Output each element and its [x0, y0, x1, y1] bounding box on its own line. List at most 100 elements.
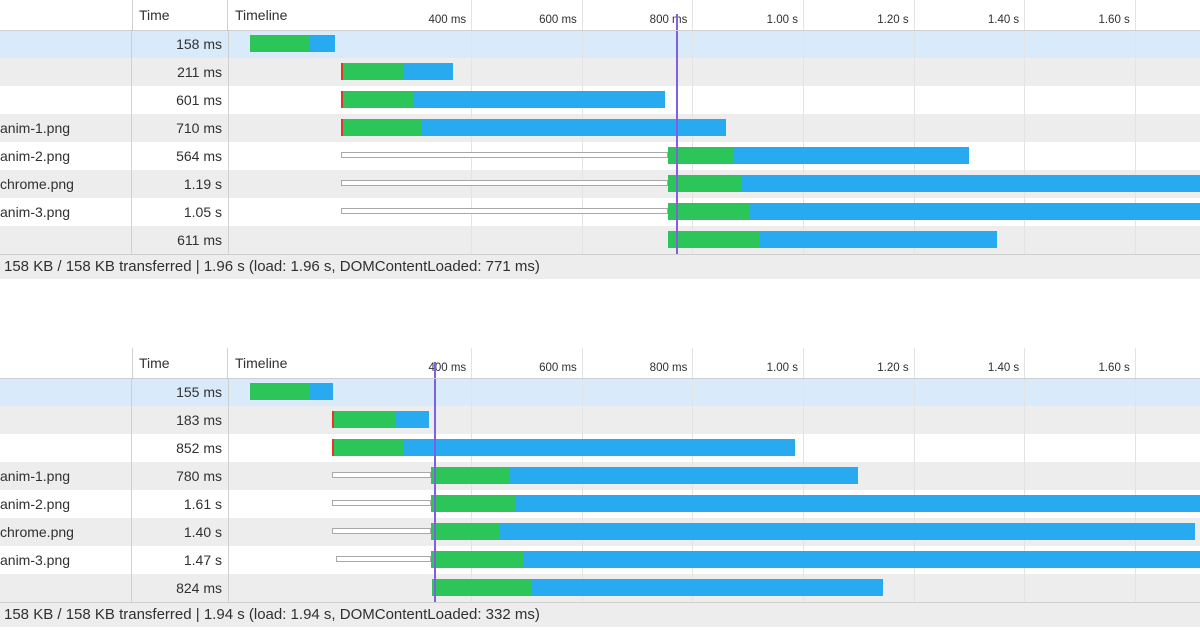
receiving-bar — [498, 523, 1196, 540]
timeline-tick-label: 400 ms — [428, 362, 467, 374]
connecting-bar — [341, 91, 414, 108]
request-time: 1.19 s — [133, 170, 229, 198]
dom-content-loaded-marker — [433, 348, 436, 602]
connecting-bar — [331, 439, 403, 456]
connecting-bar — [667, 231, 759, 248]
time-column-header[interactable]: Time — [132, 0, 228, 30]
header-grid-line — [692, 0, 694, 30]
timeline-tick-label: 400 ms — [428, 14, 467, 26]
request-name: anim-3.png — [0, 198, 132, 226]
time-column-header[interactable]: Time — [132, 348, 228, 378]
waiting-bar — [341, 208, 668, 214]
request-row[interactable]: 601 ms — [0, 86, 1200, 114]
request-time: 710 ms — [133, 114, 229, 142]
receiving-bar — [732, 147, 970, 164]
request-row[interactable]: anim-3.png 1.05 s — [0, 198, 1200, 226]
receiving-bar — [515, 495, 1200, 512]
request-row[interactable]: 852 ms — [0, 434, 1200, 462]
waiting-bar — [341, 152, 668, 158]
blocking-tip — [341, 63, 344, 80]
request-name — [0, 434, 132, 462]
request-name: anim-1.png — [0, 114, 132, 142]
request-time: 158 ms — [133, 30, 229, 58]
name-column-header[interactable] — [0, 0, 133, 30]
request-row[interactable]: 183 ms — [0, 406, 1200, 434]
blocking-tip — [341, 119, 344, 136]
waiting-bar — [331, 500, 432, 506]
request-name: chrome.png — [0, 170, 132, 198]
timeline-column-header[interactable]: Timeline — [235, 7, 288, 23]
timeline-tick-label: 800 ms — [649, 362, 688, 374]
connecting-bar — [667, 147, 733, 164]
timeline-tick-label: 1.00 s — [766, 362, 798, 374]
receiving-bar — [421, 119, 726, 136]
dom-content-loaded-marker — [676, 0, 679, 254]
timeline-tick-label: 600 ms — [539, 362, 577, 374]
request-name: anim-1.png — [0, 462, 132, 490]
receiving-bar — [750, 203, 1200, 220]
connecting-bar — [431, 551, 523, 568]
blocking-tip — [331, 411, 334, 428]
grid-line — [1134, 348, 1136, 602]
header-grid-line — [1134, 0, 1136, 30]
request-time: 824 ms — [133, 574, 229, 602]
request-row[interactable]: 611 ms — [0, 226, 1200, 254]
receiving-bar — [402, 439, 795, 456]
waiting-bar — [335, 556, 432, 562]
header-dom-content-loaded-marker — [676, 14, 679, 30]
header-dom-content-loaded-marker — [433, 362, 436, 378]
request-time: 211 ms — [133, 58, 229, 86]
receiving-bar — [309, 35, 336, 52]
request-time: 611 ms — [133, 226, 229, 254]
status-summary: 158 KB / 158 KB transferred | 1.94 s (lo… — [4, 606, 540, 623]
grid-line — [1024, 348, 1026, 602]
receiving-bar — [508, 467, 858, 484]
name-column-header[interactable] — [0, 348, 133, 378]
timeline-tick-label: 1.40 s — [987, 14, 1020, 26]
waiting-bar — [331, 528, 432, 534]
request-time: 1.61 s — [133, 490, 229, 518]
header-grid-line — [803, 348, 804, 378]
header-grid-line — [803, 0, 804, 30]
status-bar: 158 KB / 158 KB transferred | 1.96 s (lo… — [0, 254, 1200, 279]
receiving-bar — [395, 411, 429, 428]
header-grid-line — [692, 348, 694, 378]
grid-line — [913, 0, 915, 254]
connecting-bar — [341, 119, 422, 136]
request-time: 1.40 s — [133, 518, 229, 546]
connecting-bar — [667, 175, 742, 192]
header-grid-line — [1134, 348, 1136, 378]
connecting-bar — [431, 467, 509, 484]
connecting-bar — [432, 579, 533, 596]
request-row[interactable]: anim-2.png 564 ms — [0, 142, 1200, 170]
waiting-bar — [331, 472, 432, 478]
request-row[interactable]: anim-3.png 1.47 s — [0, 546, 1200, 574]
request-name — [0, 30, 132, 58]
timeline-tick-label: 1.60 s — [1098, 362, 1130, 374]
request-name: anim-3.png — [0, 546, 132, 574]
receiving-bar — [741, 175, 1200, 192]
header-grid-line — [581, 348, 583, 378]
request-time: 183 ms — [133, 406, 229, 434]
request-row[interactable]: 824 ms — [0, 574, 1200, 602]
request-row[interactable]: 155 ms — [0, 378, 1200, 406]
blocking-tip — [341, 91, 344, 108]
timeline-tick-label: 1.00 s — [766, 14, 798, 26]
grid-line — [1134, 0, 1136, 254]
connecting-bar — [250, 383, 309, 400]
request-row[interactable]: 211 ms — [0, 58, 1200, 86]
blocking-tip — [331, 439, 334, 456]
receiving-bar — [413, 91, 666, 108]
timeline-column-header[interactable]: Timeline — [235, 355, 288, 371]
request-name — [0, 86, 132, 114]
connecting-bar — [667, 203, 751, 220]
request-row[interactable]: 158 ms — [0, 30, 1200, 58]
receiving-bar — [403, 63, 454, 80]
header-grid-line — [471, 0, 473, 30]
grid-line — [913, 348, 915, 602]
connecting-bar — [341, 63, 404, 80]
request-time: 1.47 s — [133, 546, 229, 574]
status-bar: 158 KB / 158 KB transferred | 1.94 s (lo… — [0, 602, 1200, 627]
request-row[interactable]: anim-2.png 1.61 s — [0, 490, 1200, 518]
request-time: 1.05 s — [133, 198, 229, 226]
